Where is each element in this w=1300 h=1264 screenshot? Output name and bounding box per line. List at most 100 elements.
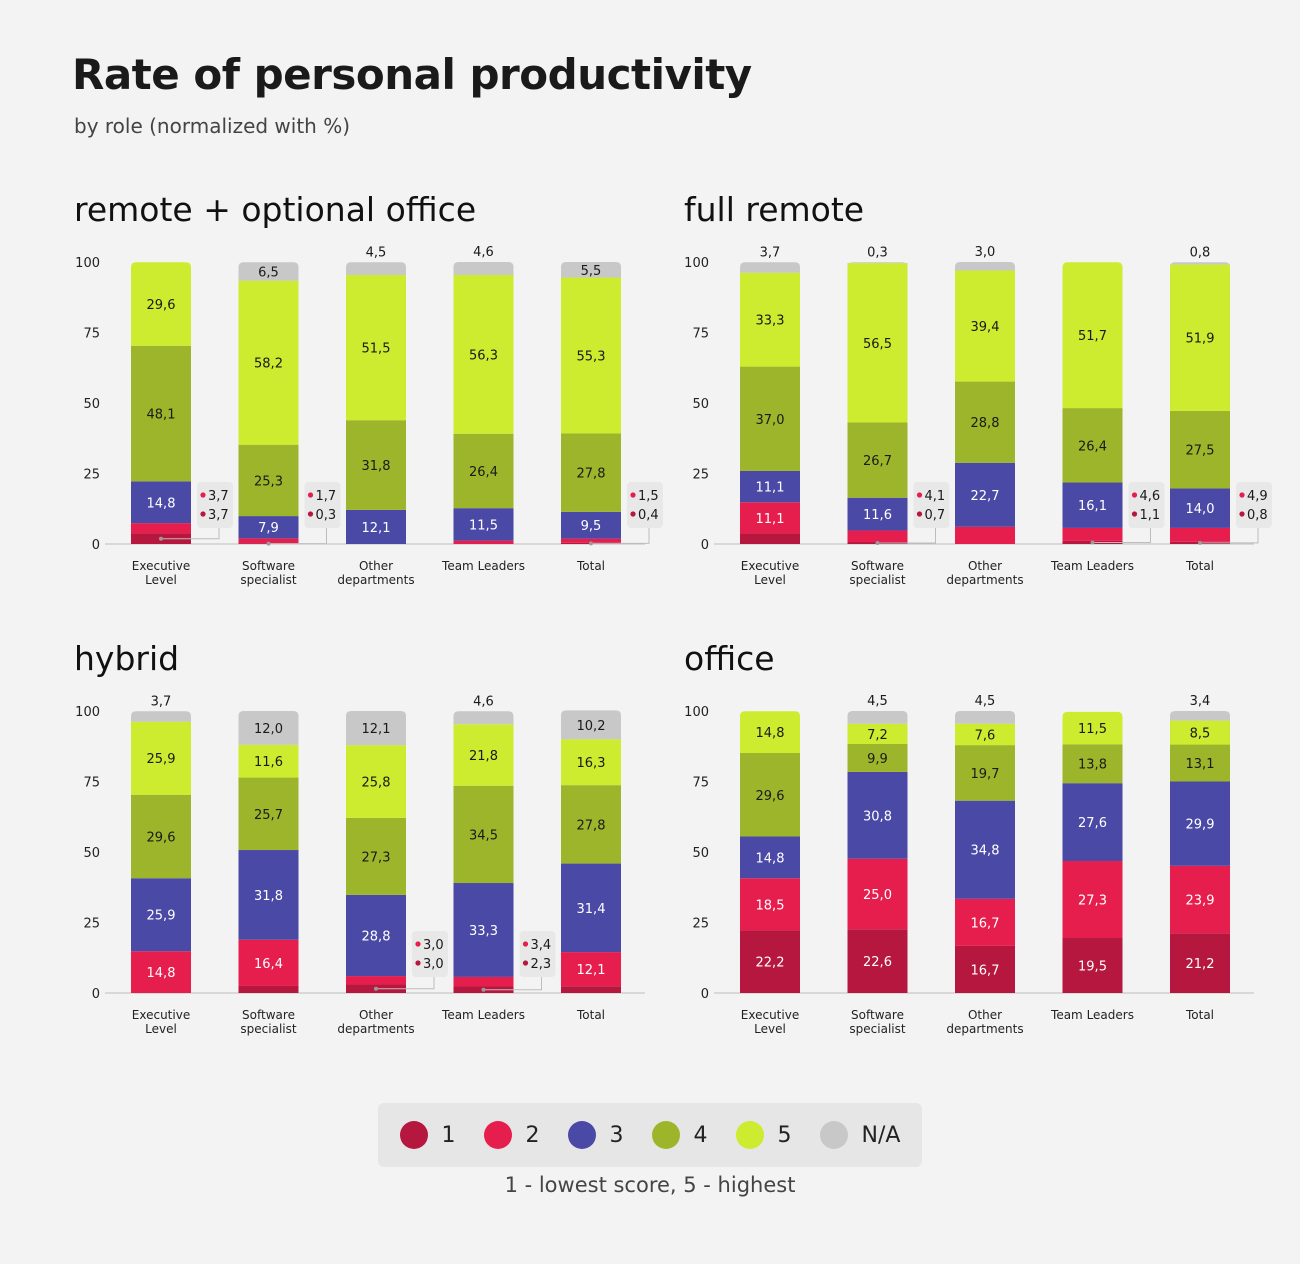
legend-label-1: 1 (441, 1122, 456, 1148)
bar-segment (1170, 720, 1230, 745)
data-label: 7,2 (867, 728, 888, 743)
bar-segment (453, 262, 514, 275)
x-tick-label: Software (242, 1008, 295, 1022)
data-label: 14,0 (1186, 502, 1215, 517)
bar-segment (740, 753, 800, 837)
bar-segment (1170, 865, 1230, 934)
data-label: 28,8 (971, 416, 1000, 431)
bar-segment (131, 711, 191, 722)
data-label: 27,5 (1186, 444, 1215, 459)
bar-segment (847, 262, 908, 268)
data-label: 29,6 (147, 830, 176, 845)
legend-item-1: 1 (399, 1121, 456, 1149)
callout-dot (307, 511, 314, 517)
data-label: 6,5 (258, 265, 279, 280)
bar-segment (1062, 744, 1123, 784)
callout-label: 3,0 (423, 957, 444, 972)
data-label: 3,0 (975, 245, 996, 260)
x-tick-label: Total (576, 559, 605, 573)
data-label: 37,0 (756, 413, 785, 428)
legend-note: 1 - lowest score, 5 - highest (504, 1173, 796, 1197)
data-label: 56,5 (863, 337, 892, 352)
x-tick-label: Software (242, 559, 295, 573)
bar-segment (238, 744, 299, 778)
x-tick-label: Team Leaders (1050, 1008, 1134, 1022)
data-label: 10,2 (577, 719, 606, 734)
data-label: 55,3 (577, 349, 606, 364)
bar-segment (346, 817, 406, 895)
callout-label: 3,4 (531, 938, 552, 953)
bar-segment (1170, 744, 1230, 782)
x-tick-label: departments (337, 1022, 414, 1036)
bar-segment (346, 894, 406, 977)
callout-label: 0,8 (1247, 508, 1268, 523)
bar-segment (1170, 410, 1230, 489)
bar-segment (131, 345, 191, 482)
callout-box (304, 482, 341, 528)
bar-segment (847, 771, 908, 859)
data-label: 11,6 (863, 508, 892, 523)
bar-segment (1170, 264, 1230, 411)
bar-segment (561, 739, 621, 786)
bar-segment (847, 929, 908, 993)
data-label: 16,7 (971, 963, 1000, 978)
bar-segment (955, 262, 1015, 271)
data-label: 51,9 (1186, 332, 1215, 347)
callout-anchor (1090, 540, 1095, 545)
bar-segment (955, 898, 1015, 946)
callout-label: 4,6 (1140, 489, 1161, 504)
bar-segment (346, 262, 406, 275)
y-tick-label: 0 (701, 987, 709, 1002)
x-tick-label: specialist (240, 573, 296, 587)
bar-segment (740, 711, 800, 754)
bar-segment (847, 711, 908, 724)
callout-label: 0,7 (925, 508, 946, 523)
data-label: 3,7 (760, 245, 781, 260)
bar-segment (131, 481, 191, 524)
data-label: 27,8 (577, 467, 606, 482)
legend-swatch-3 (567, 1121, 596, 1149)
callout-label: 1,1 (1140, 508, 1161, 523)
bar-segment (740, 878, 800, 931)
panel-title-office: office (684, 639, 775, 678)
x-tick-label: Executive (741, 1008, 799, 1022)
data-label: 33,3 (469, 924, 498, 939)
legend-swatch-2 (483, 1121, 512, 1149)
bar-segment (955, 723, 1015, 746)
callout-dot (200, 511, 206, 517)
callout-dot (200, 492, 206, 498)
callout-dot (1239, 492, 1245, 498)
data-label: 29,6 (756, 789, 785, 804)
bar-segment (453, 785, 514, 884)
page-subtitle: by role (normalized with %) (74, 114, 351, 138)
y-tick-label: 0 (92, 538, 100, 553)
x-tick-label: Software (851, 1008, 904, 1022)
y-tick-label: 0 (92, 987, 100, 1002)
bar-segment (740, 262, 800, 273)
y-tick-label: 100 (75, 256, 100, 271)
bar-segment (1062, 527, 1123, 541)
callout-label: 4,9 (1247, 489, 1268, 504)
y-tick-label: 75 (83, 776, 100, 791)
callout-label: 3,7 (208, 489, 229, 504)
x-tick-label: Executive (132, 559, 190, 573)
data-label: 14,8 (756, 726, 785, 741)
data-label: 11,5 (469, 518, 498, 533)
bar-segment (955, 745, 1015, 801)
callout-box (519, 931, 556, 977)
data-label: 51,5 (362, 342, 391, 357)
callout-box (197, 482, 233, 528)
bar-segment (561, 785, 621, 864)
callout-box (1236, 482, 1272, 528)
bar-segment (561, 863, 621, 953)
x-tick-label: specialist (240, 1022, 296, 1036)
callout-leader (376, 977, 435, 990)
callout-dot (630, 492, 636, 498)
callout-dot (1131, 492, 1138, 498)
data-label: 12,0 (254, 722, 283, 737)
bar-segment (131, 951, 191, 993)
callout-dot (916, 511, 923, 517)
bar-segment (1062, 711, 1123, 745)
callout-dot (415, 960, 421, 966)
y-tick-label: 0 (701, 538, 709, 553)
